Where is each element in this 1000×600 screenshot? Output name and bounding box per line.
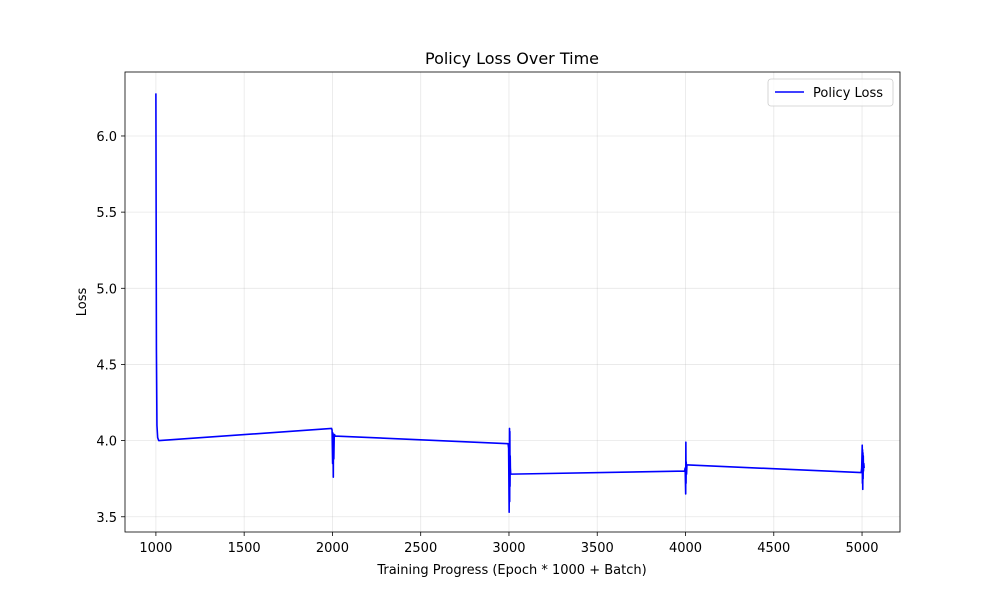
x-tick-label: 5000 [845,541,878,556]
y-tick-label: 4.5 [96,358,117,373]
y-axis-label: Loss [75,288,90,317]
x-tick-label: 2000 [316,541,349,556]
x-tick-label: 2500 [404,541,437,556]
x-tick-label: 4000 [669,541,702,556]
x-tick-label: 1500 [228,541,261,556]
x-axis: 1000 1500 2000 2500 3000 3500 4000 4500 5000 [139,532,879,556]
y-tick-label: 5.0 [96,282,117,297]
grid-lines [125,72,900,532]
legend: Policy Loss [767,78,894,107]
y-tick-label: 6.0 [96,130,117,145]
x-tick-label: 3500 [581,541,614,556]
y-tick-label: 4.0 [96,435,117,450]
legend-label-policy-loss: Policy Loss [813,86,883,101]
x-tick-label: 1000 [139,541,172,556]
legend-box [767,78,894,107]
chart-title: Policy Loss Over Time [425,49,599,68]
y-tick-label: 5.5 [96,206,117,221]
y-axis: 3.5 4.0 4.5 5.0 5.5 6.0 [96,130,125,526]
series-line-policy-loss [155,93,865,514]
plot-area-frame [124,71,901,533]
x-tick-label: 4500 [757,541,790,556]
y-tick-label: 3.5 [96,511,117,526]
x-tick-label: 3000 [492,541,525,556]
x-axis-label: Training Progress (Epoch * 1000 + Batch) [376,563,646,578]
series-layer [155,93,865,514]
